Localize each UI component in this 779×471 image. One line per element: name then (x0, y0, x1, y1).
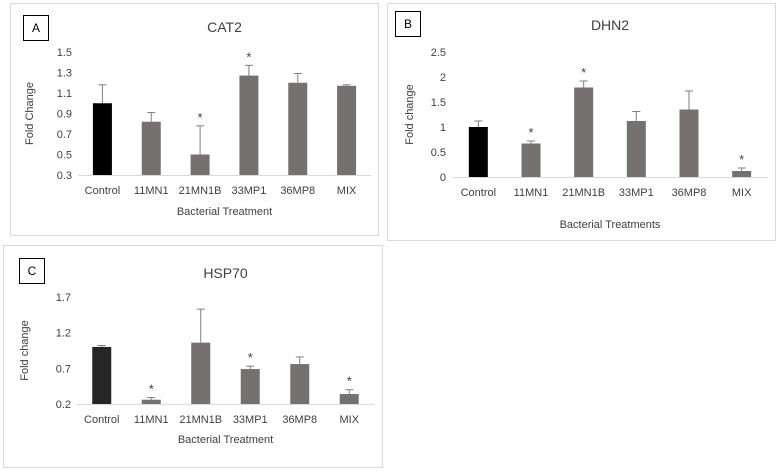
x-axis-label: Bacterial Treatment (177, 206, 272, 218)
x-tick-label: Control (461, 187, 496, 199)
panel-label-c: C (19, 258, 45, 284)
bar-21mn1b (191, 342, 211, 404)
x-tick-label: MIX (339, 414, 359, 426)
x-tick-label: 11MN1 (514, 187, 549, 199)
significance-marker: * (248, 350, 253, 365)
chart-dhn2: DHN2 0 0.5 1 1.5 2 2.5 Fold change Control * 11MN1… (404, 17, 768, 231)
y-tick-label: 1.3 (57, 68, 72, 80)
x-tick-label: 21MN1B (179, 185, 222, 197)
x-tick-label: 33MP1 (231, 185, 266, 197)
x-tick-label: 36MP8 (282, 414, 317, 426)
significance-marker: * (528, 125, 533, 140)
y-tick-label: 2.5 (431, 47, 446, 59)
chart-panel-cat2: CAT2 0.3 0.5 0.7 0.9 1.1 1.3 1.5 Fold Change Cont… (10, 3, 379, 236)
bar-21mn1b (190, 154, 210, 175)
x-tick-label: MIX (732, 187, 752, 199)
bar-control (468, 127, 488, 177)
chart-cat2: CAT2 0.3 0.5 0.7 0.9 1.1 1.3 1.5 Fold Change Cont… (24, 19, 371, 218)
bar-control (92, 103, 112, 175)
bar-36mp8 (679, 109, 699, 177)
bar-mix (337, 85, 357, 175)
x-tick-label: 11MN1 (134, 185, 169, 197)
chart-panel-dhn2: DHN2 0 0.5 1 1.5 2 2.5 Fold change Control * 11MN1… (387, 3, 776, 241)
bar-control (92, 346, 112, 404)
x-tick-label: 36MP8 (672, 187, 707, 199)
x-axis-label: Bacterial Treatment (178, 434, 273, 446)
significance-marker: * (347, 374, 352, 389)
y-tick-label: 0.9 (57, 109, 72, 121)
y-tick-label: 0.5 (431, 147, 446, 159)
significance-marker: * (246, 49, 251, 64)
y-tick-label: 0.7 (57, 129, 72, 141)
significance-marker: * (149, 382, 154, 397)
panel-label-b: B (395, 11, 421, 37)
bar-mix (732, 171, 752, 177)
x-tick-label: MIX (337, 185, 357, 197)
significance-marker: * (739, 152, 744, 167)
significance-marker: * (581, 65, 586, 80)
x-tick-label: 11MN1 (134, 414, 169, 426)
bar-36mp8 (290, 364, 310, 404)
y-tick-label: 1.1 (57, 88, 72, 100)
y-tick-label: 1.5 (431, 97, 446, 109)
y-tick-label: 0.3 (57, 170, 72, 182)
y-axis-label: Fold Change (24, 82, 36, 145)
chart-title: HSP70 (203, 265, 248, 281)
bar-33mp1 (626, 121, 646, 177)
x-tick-label: 21MN1B (179, 414, 222, 426)
y-tick-label: 0.5 (57, 150, 72, 162)
bar-11mn1 (521, 143, 541, 177)
y-axis-label: Fold change (19, 320, 31, 381)
bar-mix (339, 394, 359, 404)
panel-label-a: A (23, 15, 49, 41)
y-tick-label: 1.5 (57, 47, 72, 59)
x-tick-label: 33MP1 (233, 414, 268, 426)
bar-33mp1 (239, 75, 259, 175)
x-axis-label: Bacterial Treatments (560, 219, 661, 231)
x-tick-label: 21MN1B (562, 187, 605, 199)
chart-panel-hsp70: HSP70 0.2 0.7 1.2 1.7 Fold change Control * 11MN… (3, 245, 383, 468)
bar-11mn1 (141, 399, 161, 404)
x-tick-label: 36MP8 (280, 185, 315, 197)
significance-marker: * (198, 110, 203, 125)
x-tick-label: 33MP1 (619, 187, 654, 199)
y-tick-label: 0.2 (56, 399, 71, 411)
x-tick-label: Control (85, 185, 120, 197)
chart-hsp70: HSP70 0.2 0.7 1.2 1.7 Fold change Control * 11MN… (19, 265, 374, 446)
bar-21mn1b (574, 87, 594, 177)
x-tick-label: Control (84, 414, 119, 426)
y-axis-label: Fold change (404, 84, 416, 145)
bar-36mp8 (288, 82, 308, 175)
y-tick-label: 1 (440, 122, 446, 134)
chart-title: CAT2 (207, 19, 242, 35)
y-tick-label: 0.7 (56, 363, 71, 375)
y-tick-label: 2 (440, 72, 446, 84)
chart-title: DHN2 (591, 17, 629, 33)
y-tick-label: 1.7 (56, 292, 71, 304)
y-tick-label: 1.2 (56, 328, 71, 340)
bar-33mp1 (240, 369, 260, 404)
bar-11mn1 (141, 121, 161, 175)
y-tick-label: 0 (440, 172, 446, 184)
